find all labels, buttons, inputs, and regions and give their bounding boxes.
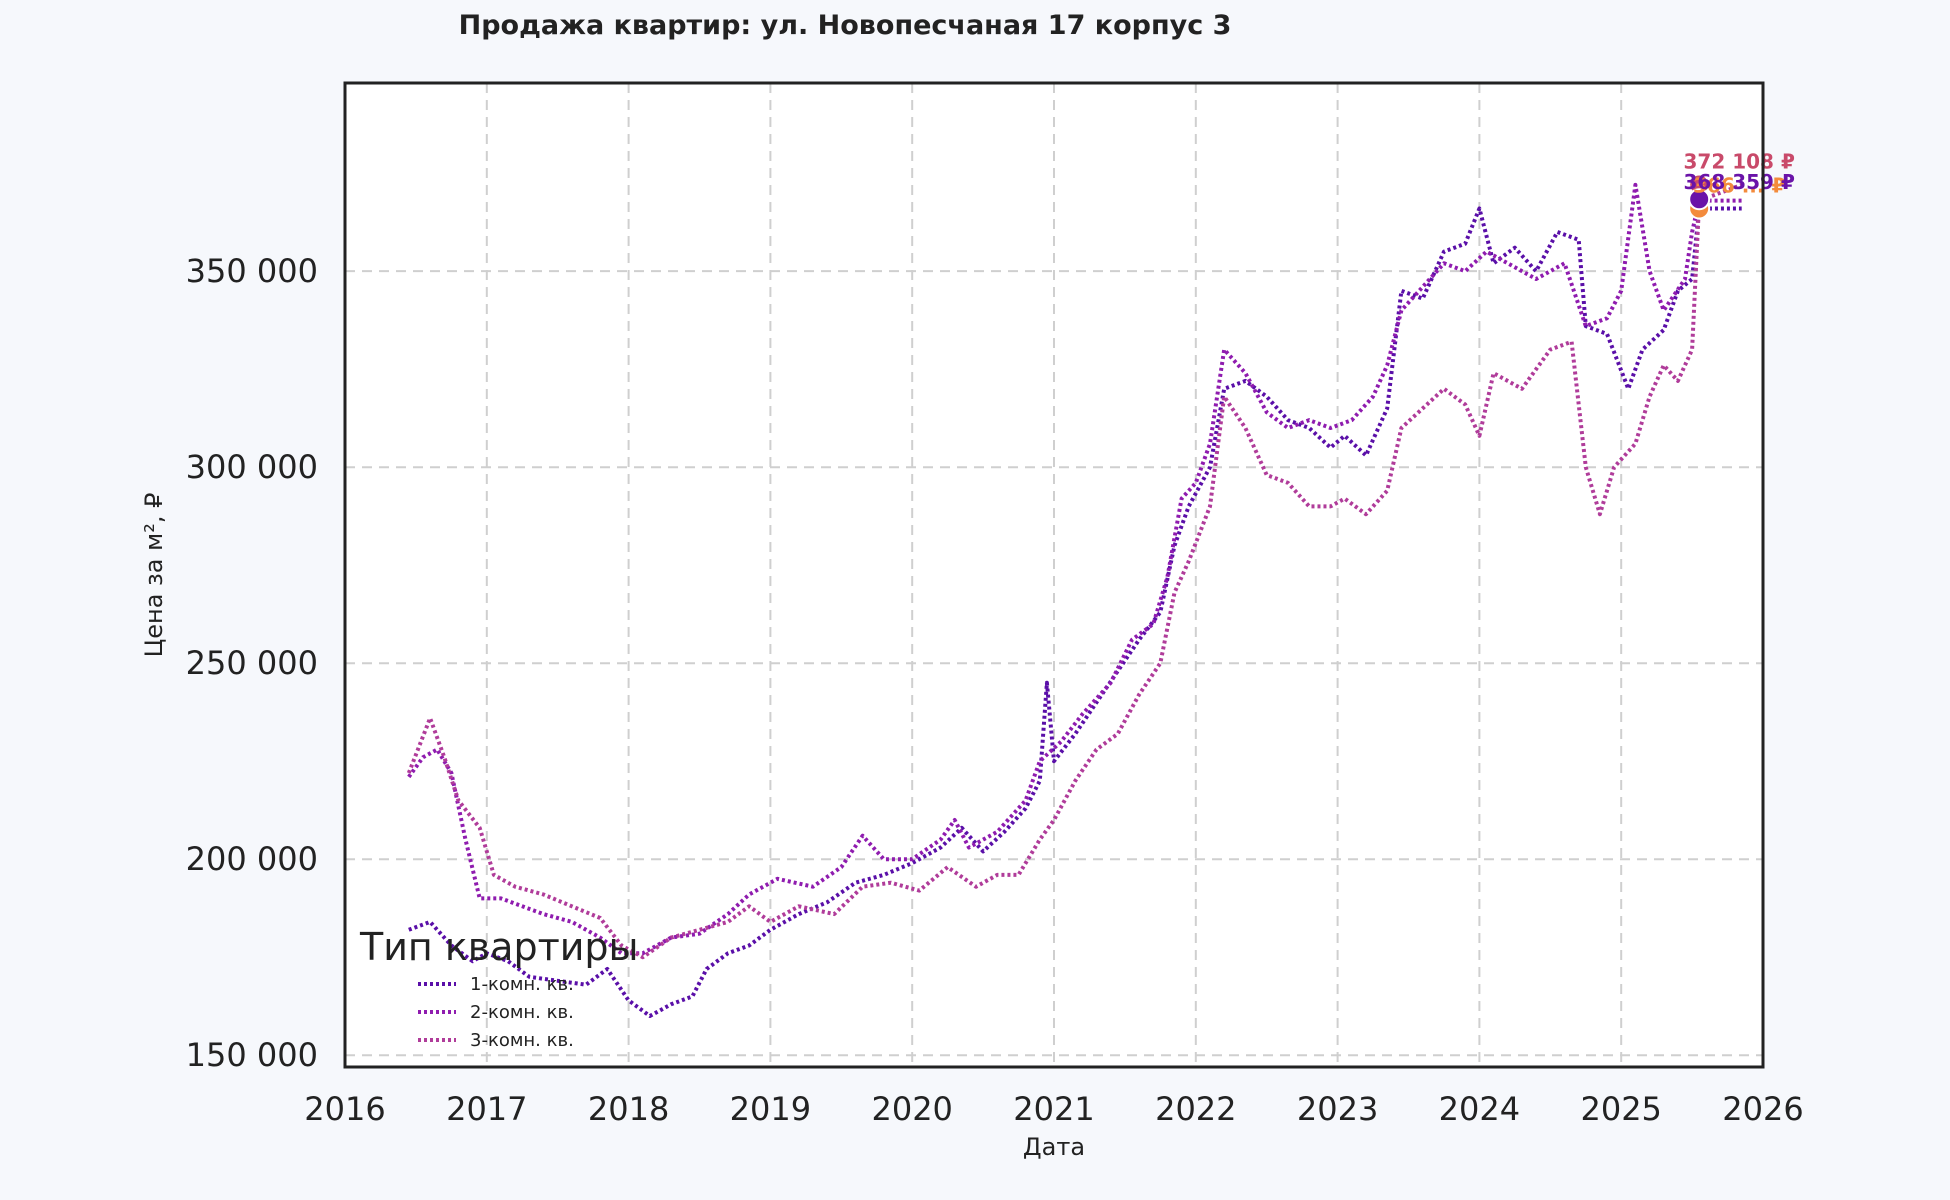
x-tick-label: 2025	[1580, 1090, 1661, 1128]
series-line-3k	[406, 183, 1743, 960]
x-tick-label: 2022	[1155, 1090, 1236, 1128]
end-point-label: 366 ... ₽	[1693, 173, 1785, 197]
x-tick-label: 2019	[730, 1090, 811, 1128]
y-tick-label: 200 000	[186, 840, 318, 878]
chart-title: Продажа квартир: ул. Новопесчаная 17 кор…	[459, 10, 1232, 41]
y-tick-label: 300 000	[186, 448, 318, 486]
y-tick-label: 150 000	[186, 1036, 318, 1074]
y-tick-labels: 150 000 200 000 250 000 300 000 350 000	[186, 252, 318, 1074]
x-tick-label: 2023	[1297, 1090, 1378, 1128]
x-tick-label: 2026	[1722, 1090, 1803, 1128]
x-axis-label: Дата	[1023, 1133, 1085, 1161]
plot-frame	[343, 81, 1765, 1069]
legend-title: Тип квартиры	[359, 925, 639, 969]
legend: Тип квартиры 1-комн. кв. 2-комн. кв. 3-ком…	[359, 925, 639, 1051]
x-tick-label: 2024	[1439, 1090, 1520, 1128]
end-point-label: 368 359 ₽	[1684, 170, 1795, 194]
series-line-1k	[408, 206, 1742, 1018]
legend-label: 1-комн. кв.	[470, 974, 574, 995]
y-tick-label: 350 000	[186, 252, 318, 290]
legend-label: 2-комн. кв.	[470, 1002, 574, 1023]
x-tick-label: 2016	[304, 1090, 385, 1128]
x-tick-labels: 2016 2017 2018 2019 2020 2021 2022 2023 2024 2025…	[304, 1090, 1803, 1128]
end-point-markers: 372 108 ₽366 ... ₽368 359 ₽	[1684, 150, 1795, 220]
x-tick-label: 2020	[871, 1090, 952, 1128]
y-grid	[345, 270, 1763, 1057]
end-point-label: 372 108 ₽	[1684, 150, 1795, 174]
x-tick-label: 2018	[588, 1090, 669, 1128]
y-tick-label: 250 000	[186, 644, 318, 682]
series-lines	[406, 182, 1743, 1018]
end-point-marker	[1688, 188, 1711, 211]
legend-label: 3-комн. кв.	[470, 1030, 574, 1051]
series-line-2k	[407, 182, 1742, 956]
x-tick-label: 2017	[446, 1090, 527, 1128]
x-tick-label: 2021	[1013, 1090, 1094, 1128]
y-axis-label: Цена за м², ₽	[140, 493, 168, 658]
